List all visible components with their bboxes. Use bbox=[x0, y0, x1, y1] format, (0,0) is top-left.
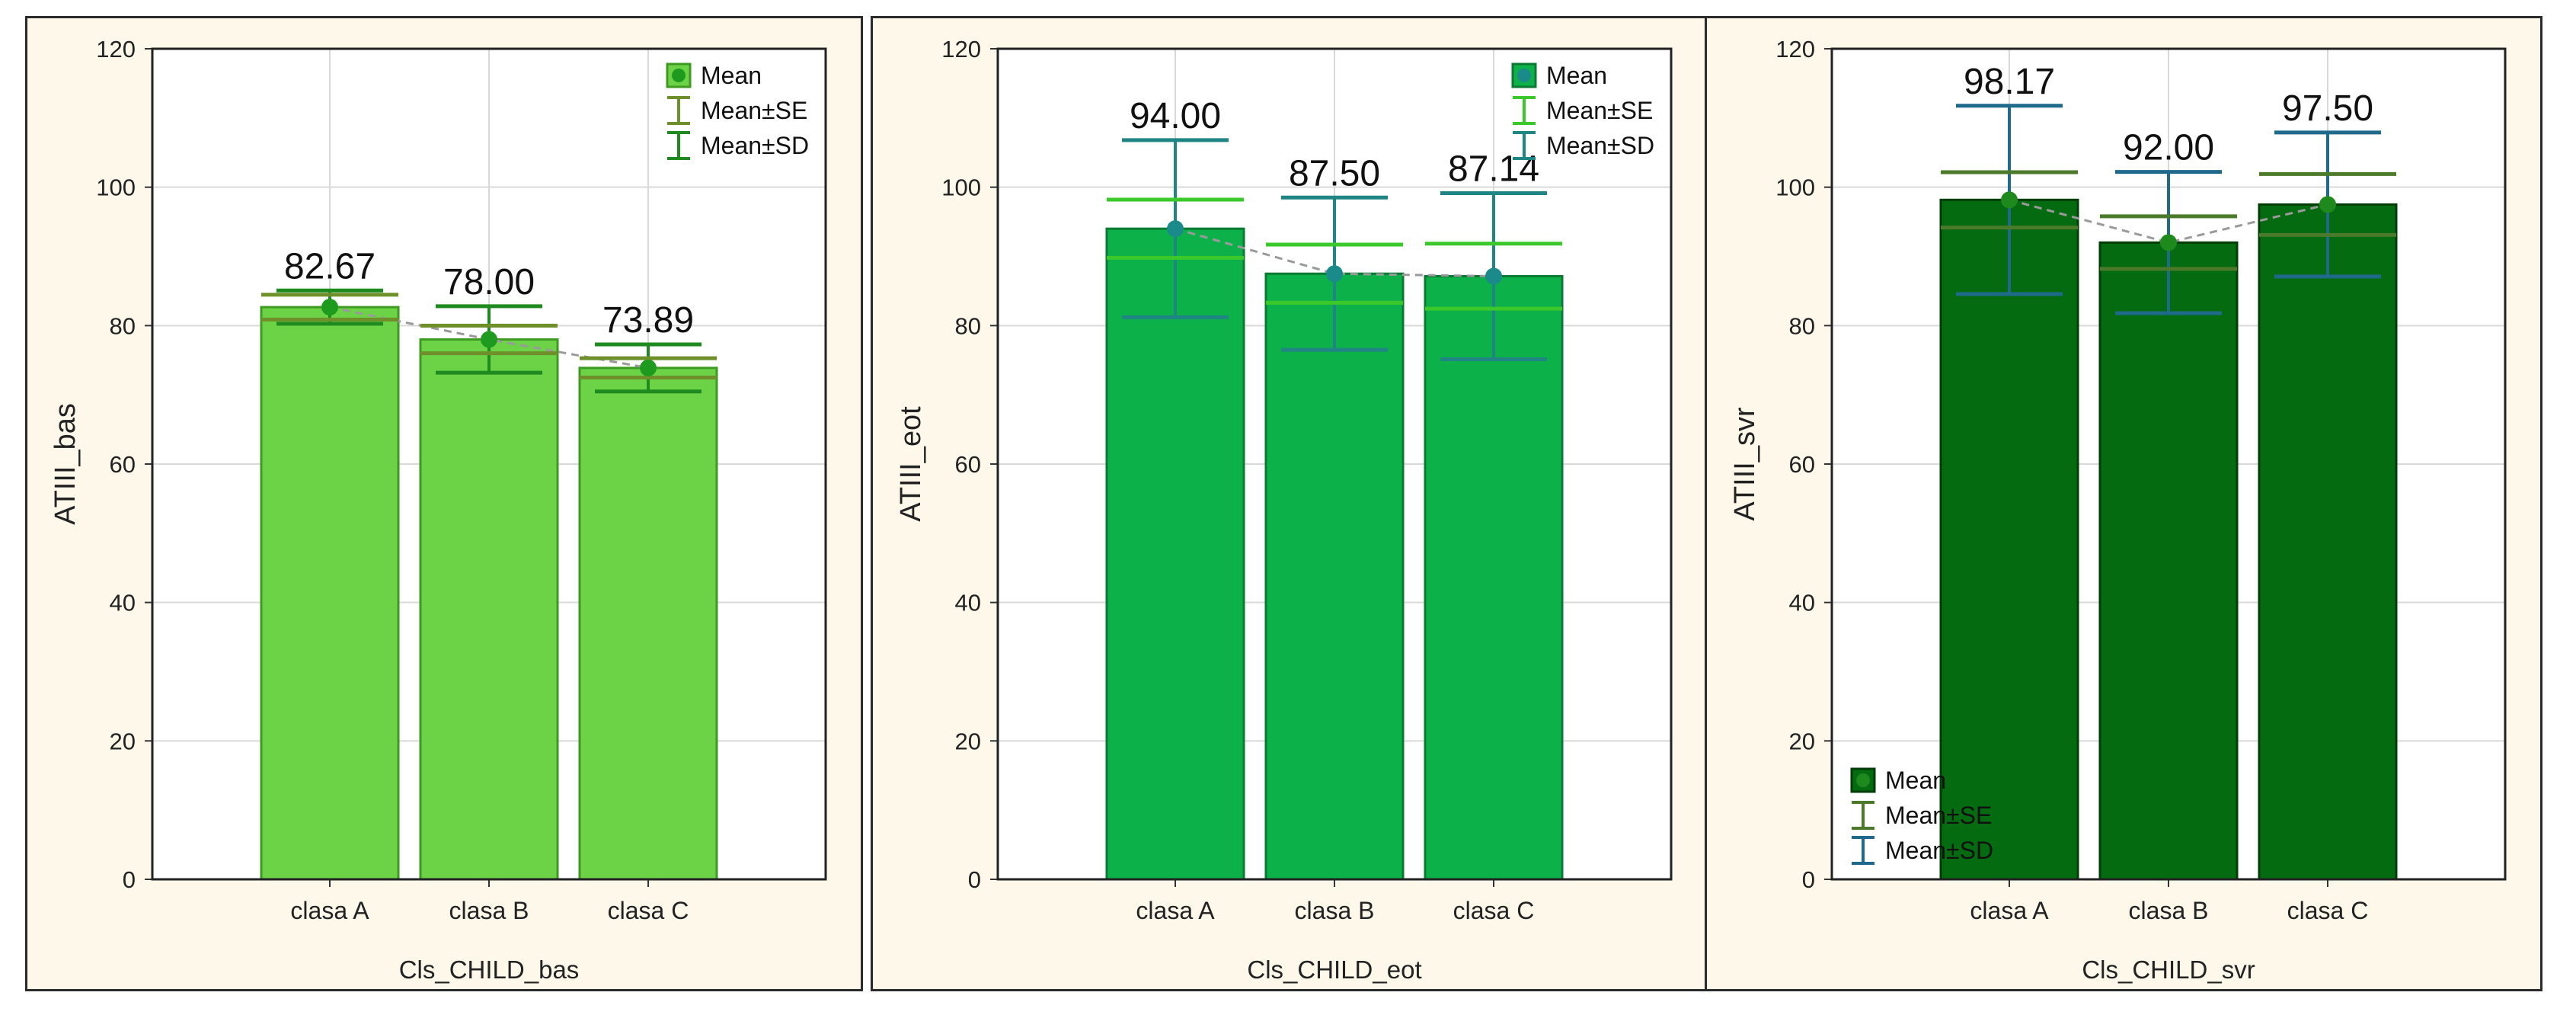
legend-label-sd: Mean±SD bbox=[1885, 837, 1993, 864]
chart-panel-svr: 0 20 40 60 80 100 120 98.17 clasa A 92.00 clasa B 9… bbox=[1705, 16, 2542, 991]
bar bbox=[1424, 274, 1564, 881]
x-tick-label: clasa A bbox=[290, 897, 369, 924]
bar bbox=[2258, 203, 2398, 881]
y-tick-label: 80 bbox=[110, 312, 136, 339]
x-tick-label: clasa C bbox=[2287, 897, 2369, 924]
legend-label-sd: Mean±SD bbox=[1546, 132, 1654, 159]
x-axis-title: Cls_CHILD_bas bbox=[399, 956, 580, 984]
legend-mean-point bbox=[1856, 773, 1870, 787]
data-label: 87.50 bbox=[1289, 153, 1380, 194]
y-tick-label: 120 bbox=[96, 36, 136, 62]
mean-point bbox=[481, 331, 497, 348]
y-tick-label: 0 bbox=[968, 866, 981, 893]
y-tick-label: 60 bbox=[110, 451, 136, 478]
y-tick-label: 20 bbox=[110, 728, 136, 754]
mean-connector-line bbox=[2009, 198, 2328, 244]
legend-label-mean: Mean bbox=[701, 62, 762, 89]
chart-svg: 0 20 40 60 80 100 120 94.00 clasa A 87.50 clasa B 8… bbox=[895, 36, 1673, 984]
mean-point bbox=[1326, 265, 1343, 283]
y-tick-label: 40 bbox=[955, 590, 981, 616]
legend-label-sd: Mean±SD bbox=[701, 132, 809, 159]
y-axis-title: ATIII_eot bbox=[895, 406, 927, 522]
y-tick-label: 60 bbox=[955, 451, 981, 478]
x-axis-title: Cls_CHILD_eot bbox=[1247, 956, 1421, 984]
chart-svg: 0 20 40 60 80 100 120 98.17 clasa A 92.00 clasa B 9… bbox=[1729, 36, 2507, 984]
bar bbox=[260, 306, 400, 881]
bar bbox=[419, 338, 559, 881]
chart-panel-bas: 0 20 40 60 80 100 120 82.67 clasa A 78.00 clasa B 7… bbox=[25, 16, 863, 991]
x-tick-label: clasa C bbox=[608, 897, 689, 924]
mean-point bbox=[2160, 234, 2177, 251]
bar bbox=[2098, 241, 2239, 881]
y-tick-label: 20 bbox=[1789, 728, 1815, 754]
y-tick-label: 80 bbox=[1789, 312, 1815, 339]
legend-label-mean: Mean bbox=[1546, 62, 1607, 89]
y-tick-label: 60 bbox=[1789, 451, 1815, 478]
mean-point bbox=[1167, 220, 1184, 238]
legend-mean-swatch bbox=[666, 62, 692, 88]
y-tick-label: 80 bbox=[955, 312, 981, 339]
y-tick-label: 120 bbox=[1775, 36, 1815, 62]
mean-point bbox=[321, 299, 338, 316]
mean-point bbox=[2319, 196, 2336, 213]
bar bbox=[1939, 198, 2079, 881]
data-label: 97.50 bbox=[2282, 88, 2373, 129]
x-tick-label: clasa B bbox=[2129, 897, 2209, 924]
y-tick-label: 100 bbox=[96, 174, 136, 201]
y-tick-label: 0 bbox=[123, 866, 136, 893]
y-axis-title: ATIII_svr bbox=[1729, 407, 1761, 521]
plot-frame bbox=[1830, 47, 2507, 881]
data-label: 87.14 bbox=[1448, 149, 1539, 189]
x-tick-label: clasa A bbox=[1136, 897, 1215, 924]
mean-point bbox=[1485, 267, 1502, 285]
plot-frame bbox=[151, 47, 827, 881]
data-label: 78.00 bbox=[443, 262, 535, 303]
y-tick-label: 40 bbox=[110, 590, 136, 616]
y-tick-label: 40 bbox=[1789, 590, 1815, 616]
chart-svg: 0 20 40 60 80 100 120 82.67 clasa A 78.00 clasa B 7… bbox=[50, 36, 827, 984]
x-tick-label: clasa C bbox=[1453, 897, 1535, 924]
y-tick-label: 20 bbox=[955, 728, 981, 754]
legend-label-se: Mean±SE bbox=[701, 97, 807, 124]
x-tick-label: clasa A bbox=[1970, 897, 2049, 924]
data-label: 82.67 bbox=[284, 246, 376, 287]
data-label: 98.17 bbox=[1964, 62, 2055, 102]
data-label: 73.89 bbox=[602, 300, 694, 341]
y-tick-label: 100 bbox=[941, 174, 981, 201]
data-label: 92.00 bbox=[2123, 128, 2214, 168]
legend-mean-point bbox=[672, 69, 686, 82]
x-axis-title: Cls_CHILD_svr bbox=[2082, 956, 2255, 984]
y-axis-title: ATIII_bas bbox=[50, 403, 81, 525]
bar bbox=[578, 367, 718, 881]
legend-label-mean: Mean bbox=[1885, 767, 1946, 794]
data-label: 94.00 bbox=[1130, 96, 1221, 136]
x-tick-label: clasa B bbox=[1295, 897, 1375, 924]
legend-label-se: Mean±SE bbox=[1546, 97, 1653, 124]
bar bbox=[1105, 227, 1245, 881]
mean-connector-line bbox=[1175, 227, 1494, 277]
y-tick-label: 100 bbox=[1775, 174, 1815, 201]
y-tick-label: 120 bbox=[941, 36, 981, 62]
mean-point bbox=[640, 359, 657, 376]
mean-point bbox=[2001, 191, 2018, 209]
legend-mean-point bbox=[1517, 69, 1531, 82]
bar bbox=[1264, 272, 1405, 881]
y-tick-label: 0 bbox=[1802, 866, 1815, 893]
plot-frame bbox=[996, 47, 1673, 881]
chart-panel-eot: 0 20 40 60 80 100 120 94.00 clasa A 87.50 clasa B 8… bbox=[871, 16, 1708, 991]
legend-label-se: Mean±SE bbox=[1885, 802, 1992, 829]
x-tick-label: clasa B bbox=[449, 897, 529, 924]
